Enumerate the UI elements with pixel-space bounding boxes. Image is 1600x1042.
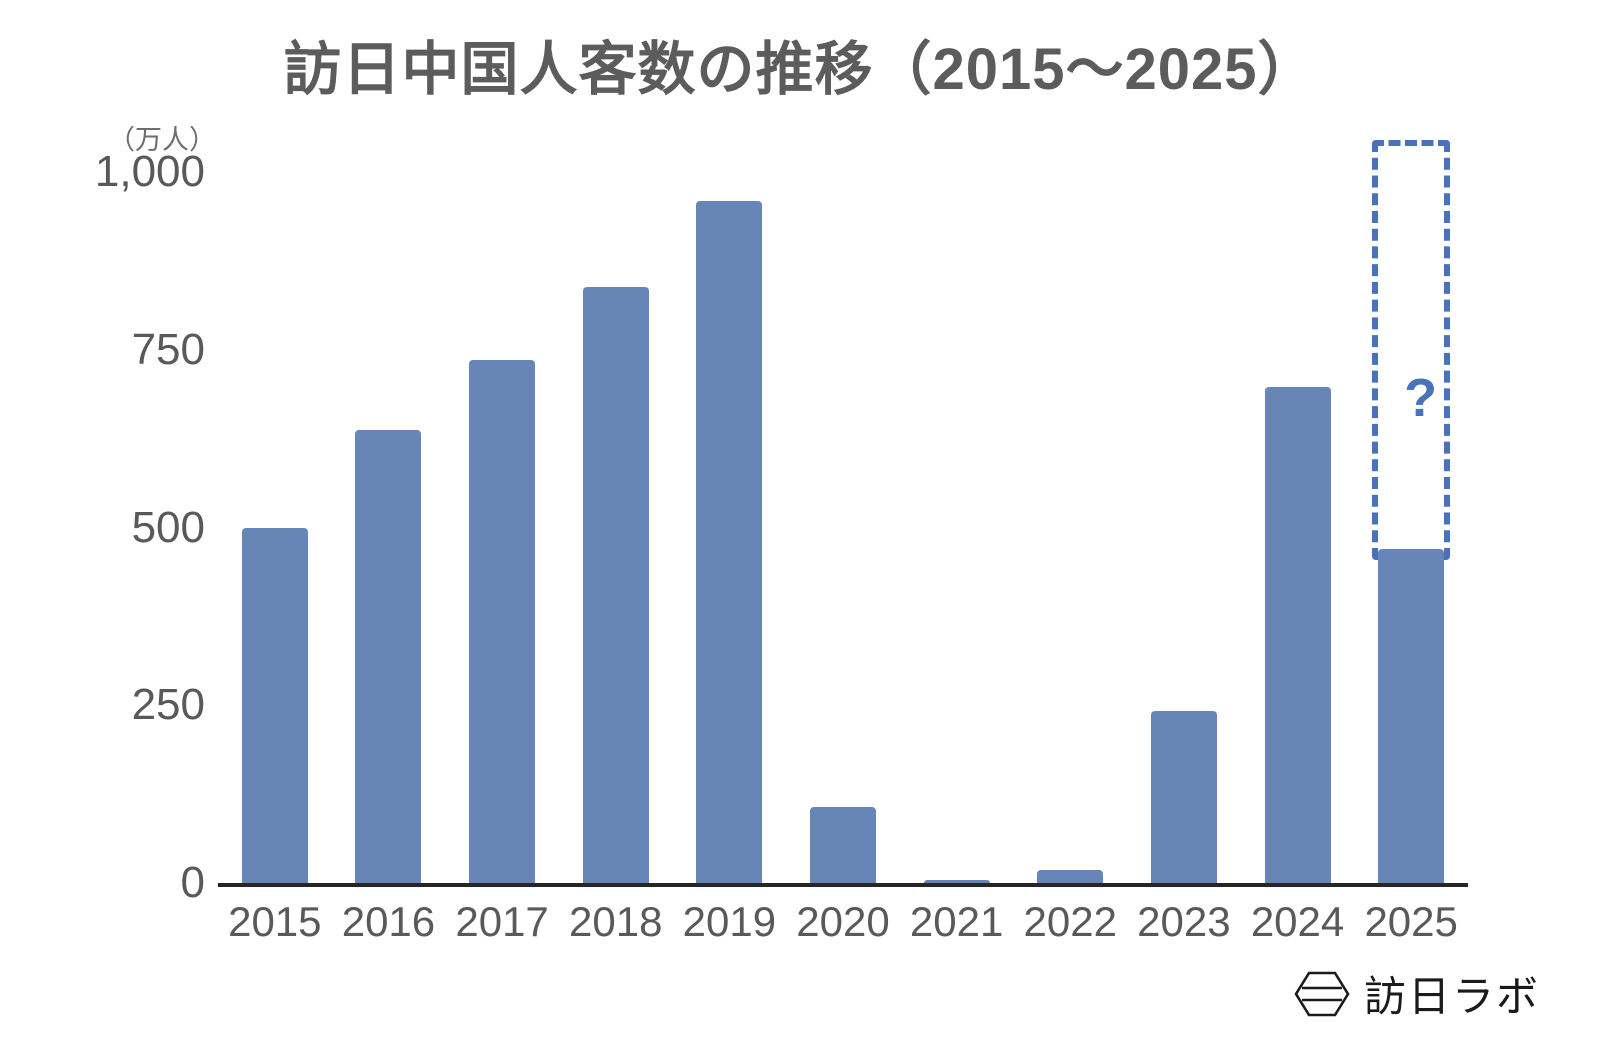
brand-logo: 訪日ラボ xyxy=(1294,963,1540,1024)
x-label-2017: 2017 xyxy=(455,898,549,945)
y-tick-500: 500 xyxy=(131,503,205,552)
bar-2023[interactable] xyxy=(1150,710,1217,883)
bar-2022[interactable] xyxy=(1037,869,1104,883)
hexagon-icon xyxy=(1294,971,1350,1016)
bar-slot-2017 xyxy=(445,160,559,883)
bar-2020[interactable] xyxy=(809,806,876,883)
x-axis-line xyxy=(218,883,1468,887)
y-axis-unit-label: （万人） xyxy=(108,125,216,155)
bar-2019[interactable] xyxy=(696,201,763,883)
bar-slot-2023 xyxy=(1127,160,1241,883)
x-label-2019: 2019 xyxy=(682,898,777,945)
bar-2018[interactable] xyxy=(582,287,649,883)
y-tick-0: 0 xyxy=(180,858,205,907)
y-tick-750: 750 xyxy=(131,325,205,374)
y-tick-1000: 1,000 xyxy=(94,147,205,196)
bar-slot-2024 xyxy=(1241,160,1355,883)
x-label-2024: 2024 xyxy=(1250,898,1345,945)
bar-slot-2016 xyxy=(332,160,446,883)
bar-series: ? xyxy=(218,140,1468,883)
y-axis-tick-labels: 1,000 750 500 250 0 xyxy=(50,0,205,1042)
bar-slot-2020 xyxy=(786,160,900,883)
bar-slot-2015 xyxy=(218,160,332,883)
x-label-2020: 2020 xyxy=(796,898,890,945)
page-title: 訪日中国人客数の推移（2015〜2025） xyxy=(283,37,1317,102)
bar-2025[interactable] xyxy=(1378,548,1445,883)
bar-2017[interactable] xyxy=(469,359,536,883)
bar-slot-2022 xyxy=(1013,160,1127,883)
bar-slot-2025 xyxy=(1354,160,1468,883)
x-label-2018: 2018 xyxy=(569,898,663,945)
x-label-2021: 2021 xyxy=(909,898,1004,945)
x-label-2023: 2023 xyxy=(1137,898,1231,945)
bar-slot-2018 xyxy=(559,160,673,883)
x-label-2025: 2025 xyxy=(1364,898,1458,945)
brand-name: 訪日ラボ xyxy=(1363,973,1540,1020)
bar-slot-2019 xyxy=(673,160,787,883)
y-tick-250: 250 xyxy=(131,680,205,729)
bar-2024[interactable] xyxy=(1264,386,1331,883)
x-label-2015: 2015 xyxy=(228,898,322,945)
bar-slot-2021 xyxy=(900,160,1014,883)
x-label-2022: 2022 xyxy=(1023,898,1117,945)
x-axis-tick-labels: 2015 2016 2017 2018 2019 2020 2021 2022 2023 2024… xyxy=(218,898,1468,958)
bar-2016[interactable] xyxy=(355,430,422,883)
bar-2021[interactable] xyxy=(923,880,990,883)
bar-2015[interactable] xyxy=(241,528,308,883)
x-label-2016: 2016 xyxy=(341,898,436,945)
projection-question-mark: ? xyxy=(1404,367,1438,428)
